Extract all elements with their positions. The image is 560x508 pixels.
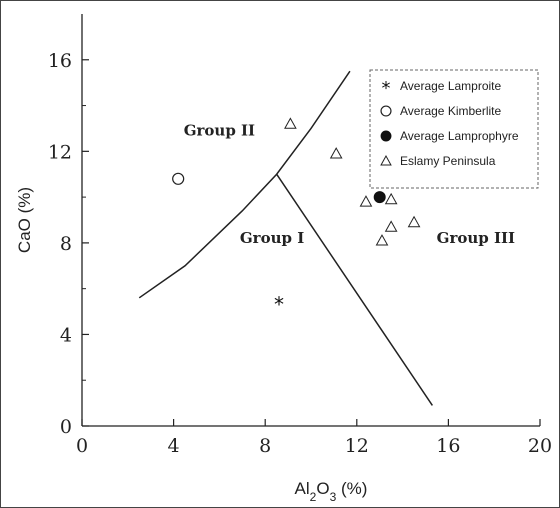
- legend-marker: *: [382, 78, 391, 99]
- y-tick-label: 8: [60, 233, 72, 255]
- data-point: *: [274, 292, 284, 316]
- data-point: [407, 215, 421, 228]
- x-axis-label-part: (%): [336, 479, 367, 498]
- legend-marker: [380, 130, 392, 142]
- x-axis-label-part: Al: [295, 479, 310, 498]
- x-tick-label: 12: [345, 435, 369, 457]
- y-axis-label: CaO (%): [15, 187, 34, 253]
- data-points: *: [172, 117, 421, 316]
- y-tick-label: 0: [60, 416, 72, 438]
- y-tick-label: 16: [48, 50, 72, 72]
- axes: 0 4 8 12 16 20 0 4 8 12 16: [48, 14, 552, 457]
- data-point: [172, 172, 185, 185]
- x-tick-label: 16: [436, 435, 460, 457]
- x-tick-label: 4: [168, 435, 180, 457]
- data-point: [284, 117, 297, 129]
- x-axis-label-sub: 2: [310, 490, 317, 504]
- data-point: [329, 147, 343, 159]
- data-point: [373, 191, 386, 204]
- x-axis-label-part: O: [316, 479, 329, 498]
- data-point: [375, 234, 389, 246]
- legend: * Average Lamproite Average Kimberlite Aver…: [369, 69, 539, 189]
- legend-label: Eslamy Peninsula: [400, 154, 496, 168]
- x-tick-label: 0: [76, 435, 88, 457]
- legend-marker: [380, 105, 392, 117]
- data-point: [384, 220, 398, 232]
- y-tick-label: 12: [48, 141, 72, 163]
- legend-label: Average Kimberlite: [400, 104, 501, 118]
- group-ii-boundary: [138, 70, 351, 299]
- x-axis-label-sub: 3: [330, 490, 337, 504]
- region-label: Group III: [437, 229, 515, 247]
- y-tick-label: 4: [60, 324, 72, 346]
- x-tick-label: 8: [259, 435, 271, 457]
- group-i-iii-boundary: [276, 173, 433, 406]
- data-point: [359, 195, 373, 207]
- legend-box: [369, 69, 539, 189]
- region-label: Group I: [240, 229, 304, 247]
- region-labels: Group II Group I Group III: [184, 121, 515, 247]
- boundary-lines: [138, 70, 433, 406]
- legend-label: Average Lamproite: [400, 79, 502, 93]
- x-tick-label: 20: [528, 435, 552, 457]
- data-point: [384, 192, 398, 205]
- region-label: Group II: [184, 121, 255, 139]
- legend-marker: [380, 155, 392, 166]
- x-axis-label: Al2O3 (%): [295, 479, 368, 504]
- legend-label: Average Lamprophyre: [400, 129, 519, 143]
